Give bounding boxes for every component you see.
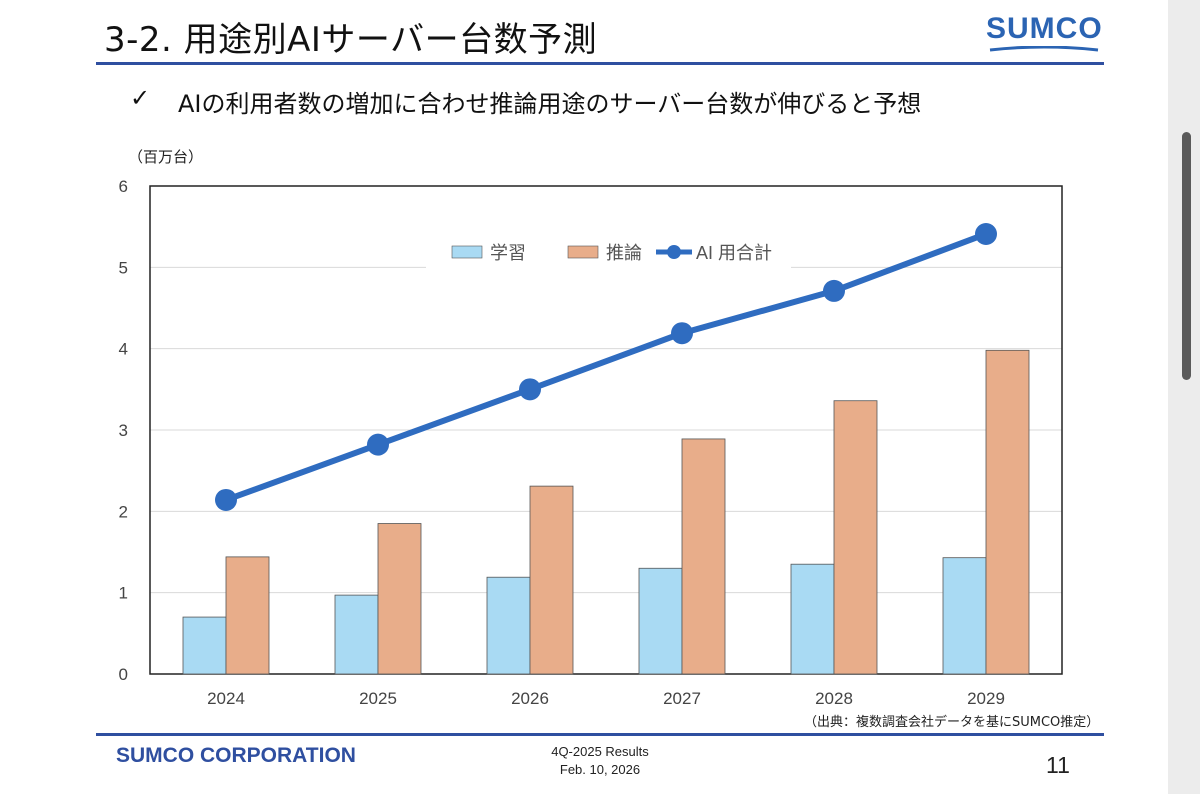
legend-background — [426, 234, 791, 270]
legend-training-label: 学習 — [490, 243, 526, 263]
legend-total-label: AI 用合計 — [696, 243, 772, 263]
page-number: 11 — [1046, 752, 1070, 778]
x-tick-label: 2027 — [663, 689, 701, 708]
x-tick-label: 2024 — [207, 689, 245, 708]
bar-training — [182, 616, 227, 675]
header-divider — [96, 62, 1104, 65]
page-title: 3-2. 用途別AIサーバー台数予測 — [104, 20, 598, 60]
total-point — [215, 488, 237, 511]
logo-text: SUMCO — [986, 12, 1103, 45]
logo-swoosh — [989, 46, 1099, 52]
y-axis-unit-label: （百万台） — [128, 148, 204, 166]
footer-company: SUMCO CORPORATION — [116, 744, 356, 767]
x-tick-label: 2029 — [967, 689, 1005, 708]
legend-inference-swatch — [567, 245, 599, 259]
total-point — [671, 322, 693, 345]
bar-training — [334, 594, 379, 675]
y-tick-label: 1 — [119, 584, 128, 603]
scrollbar-thumb[interactable] — [1182, 132, 1191, 380]
x-tick-label: 2028 — [815, 689, 853, 708]
footer-date: Feb. 10, 2026 — [559, 762, 641, 777]
total-point — [975, 222, 997, 245]
bar-inference — [377, 523, 422, 675]
bar-training — [638, 567, 683, 675]
sumco-logo: SUMCO — [986, 12, 1102, 52]
total-point — [367, 433, 389, 456]
y-tick-label: 4 — [119, 340, 128, 359]
y-tick-label: 3 — [119, 421, 128, 440]
plot-frame — [149, 185, 1063, 675]
bar-inference — [225, 556, 270, 675]
footer-results: 4Q-2025 Results — [551, 744, 649, 759]
slide: 3-2. 用途別AIサーバー台数予測 SUMCO ✓ AIの利用者数の増加に合わ… — [0, 0, 1168, 794]
server-forecast-chart: 0 1 2 3 4 5 6 2024 2025 2026 2027 2028 2029 学習 推論 AI 用合… — [119, 177, 1063, 708]
footer-divider — [96, 733, 1104, 736]
bar-training — [486, 576, 531, 675]
total-point — [519, 378, 541, 401]
scrollbar-track[interactable] — [1168, 0, 1200, 794]
y-tick-label: 6 — [119, 177, 128, 196]
x-tick-label: 2026 — [511, 689, 549, 708]
legend-training-swatch — [451, 245, 483, 259]
y-tick-label: 5 — [119, 258, 128, 277]
bar-inference — [985, 349, 1030, 675]
total-line — [224, 231, 988, 503]
x-tick-label: 2025 — [359, 689, 397, 708]
bar-inference — [681, 438, 726, 675]
y-tick-label: 0 — [119, 665, 128, 684]
subtitle: AIの利用者数の増加に合わせ推論用途のサーバー台数が伸びると予想 — [178, 90, 922, 118]
source-note: （出典：複数調査会社データを基にSUMCO推定） — [804, 715, 1100, 730]
legend-inference-label: 推論 — [606, 243, 642, 263]
bar-inference — [833, 400, 878, 675]
total-point — [823, 279, 845, 302]
legend-total-swatch-marker — [667, 245, 681, 259]
bar-training — [942, 557, 987, 675]
y-tick-label: 2 — [119, 502, 128, 521]
bar-inference — [529, 485, 574, 675]
check-icon: ✓ — [130, 84, 151, 112]
bar-training — [790, 563, 835, 675]
